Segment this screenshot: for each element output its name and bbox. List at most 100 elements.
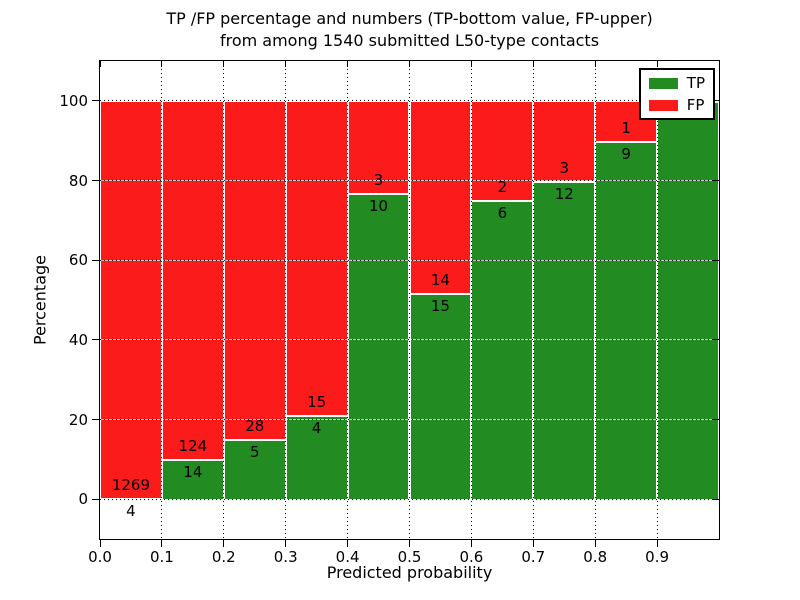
x-tick-mark (285, 540, 287, 547)
x-tick-mark (470, 540, 472, 547)
bar-segment-tp (471, 200, 534, 500)
x-tick-mark (223, 540, 225, 547)
bar-label-fp: 3 (559, 158, 570, 177)
bar-label-fp: 1269 (111, 475, 151, 494)
bar-label-tp: 5 (249, 442, 260, 461)
gridline-vertical (409, 61, 410, 539)
bar-label-tp: 4 (126, 501, 136, 520)
gridline-vertical (223, 61, 225, 539)
bar-segment-fp (409, 100, 472, 294)
legend-row-fp: FP (648, 96, 705, 114)
bar-segment-fp (285, 100, 348, 416)
x-tick-mark-inner (532, 61, 534, 67)
bar-label-fp: 1 (621, 118, 631, 137)
bar-segment-tp (409, 293, 472, 500)
bar-label-fp: 15 (307, 393, 327, 412)
x-tick-mark (656, 540, 658, 547)
x-tick-label: 0.8 (583, 548, 608, 566)
y-tick-mark (92, 100, 99, 102)
y-tick-label: 100 (59, 91, 88, 110)
x-tick-label: 0.3 (273, 548, 298, 566)
x-tick-mark-inner (99, 61, 101, 67)
bar-label-fp: 124 (178, 436, 208, 455)
x-tick-label: 0.5 (397, 548, 422, 566)
y-tick-mark-inner (713, 259, 719, 261)
y-tick-mark-inner (713, 180, 719, 181)
bar-segment-tp (223, 438, 286, 500)
x-tick-mark-inner (409, 61, 410, 67)
y-tick-mark (92, 259, 99, 261)
x-tick-label: 0.7 (521, 548, 546, 566)
legend-label-fp: FP (686, 96, 705, 114)
bar-label-fp: 3 (373, 170, 384, 189)
y-tick-label: 80 (68, 171, 88, 190)
chart-title-line2: from among 1540 submitted L50-type conta… (219, 31, 600, 50)
y-tick-label: 20 (68, 410, 88, 429)
y-tick-mark-inner (713, 419, 719, 420)
x-axis-label: Predicted probability (326, 563, 493, 582)
y-tick-label: 40 (68, 330, 88, 349)
y-tick-mark-inner (713, 100, 719, 102)
y-tick-label: 0 (78, 490, 88, 509)
x-tick-mark-inner (470, 61, 472, 67)
x-tick-mark-inner (347, 61, 349, 67)
gridline-vertical (161, 61, 163, 539)
y-tick-mark (92, 419, 99, 420)
bar-label-fp: 14 (430, 271, 450, 290)
legend-label-tp: TP (686, 74, 705, 92)
bar-segment-tp (595, 140, 658, 500)
y-tick-mark (92, 339, 99, 341)
bar-label-tp: 14 (183, 462, 203, 481)
bar-label-tp: 9 (621, 144, 631, 163)
gridline-vertical (594, 61, 596, 539)
chart-title-line1: TP /FP percentage and numbers (TP-bottom… (166, 9, 653, 28)
x-tick-mark-inner (223, 61, 225, 67)
y-tick-mark (92, 180, 99, 181)
legend-row-tp: TP (648, 74, 705, 92)
bar-segment-fp (161, 100, 224, 459)
x-tick-label: 0.9 (645, 548, 670, 566)
chart-title: TP /FP percentage and numbers (TP-bottom… (99, 8, 720, 52)
bar-segment-fp (100, 100, 162, 498)
bar-segment-tp (657, 100, 719, 500)
gridline-vertical (470, 61, 472, 539)
bar-label-fp: 2 (497, 178, 508, 197)
x-tick-mark-inner (161, 61, 163, 67)
y-tick-mark-inner (713, 498, 719, 500)
bar-segment-tp (347, 192, 410, 500)
y-tick-mark (92, 498, 99, 500)
bar-segment-tp (285, 415, 348, 500)
x-tick-label: 0.4 (335, 548, 360, 566)
x-tick-label: 0.0 (88, 548, 112, 566)
bar-label-fp: 28 (245, 416, 265, 435)
gridline-vertical (347, 61, 349, 539)
x-tick-mark (594, 540, 596, 547)
bar-label-tp: 4 (311, 419, 322, 438)
x-tick-mark (409, 540, 410, 547)
gridline-vertical (656, 61, 658, 539)
gridline-vertical (285, 61, 287, 539)
bar-label-tp: 12 (554, 184, 574, 203)
bar-segment-fp (223, 100, 286, 439)
x-tick-mark-inner (285, 61, 287, 67)
bar-label-tp: 10 (369, 196, 389, 215)
x-tick-label: 0.1 (149, 548, 174, 566)
legend-swatch-tp (648, 77, 678, 89)
x-tick-mark (347, 540, 349, 547)
legend: TP FP (638, 68, 715, 120)
legend-swatch-fp (648, 99, 678, 111)
x-tick-mark (532, 540, 534, 547)
x-tick-label: 0.6 (459, 548, 484, 566)
x-tick-label: 0.2 (211, 548, 236, 566)
bar-label-tp: 6 (497, 204, 508, 223)
gridline-vertical (532, 61, 534, 539)
x-tick-mark (161, 540, 163, 547)
x-tick-mark (99, 540, 101, 547)
x-tick-mark-inner (594, 61, 596, 67)
bar-label-tp: 15 (430, 297, 450, 316)
x-tick-mark-inner (656, 61, 658, 67)
y-tick-label: 60 (68, 251, 88, 270)
y-tick-mark-inner (713, 339, 719, 341)
